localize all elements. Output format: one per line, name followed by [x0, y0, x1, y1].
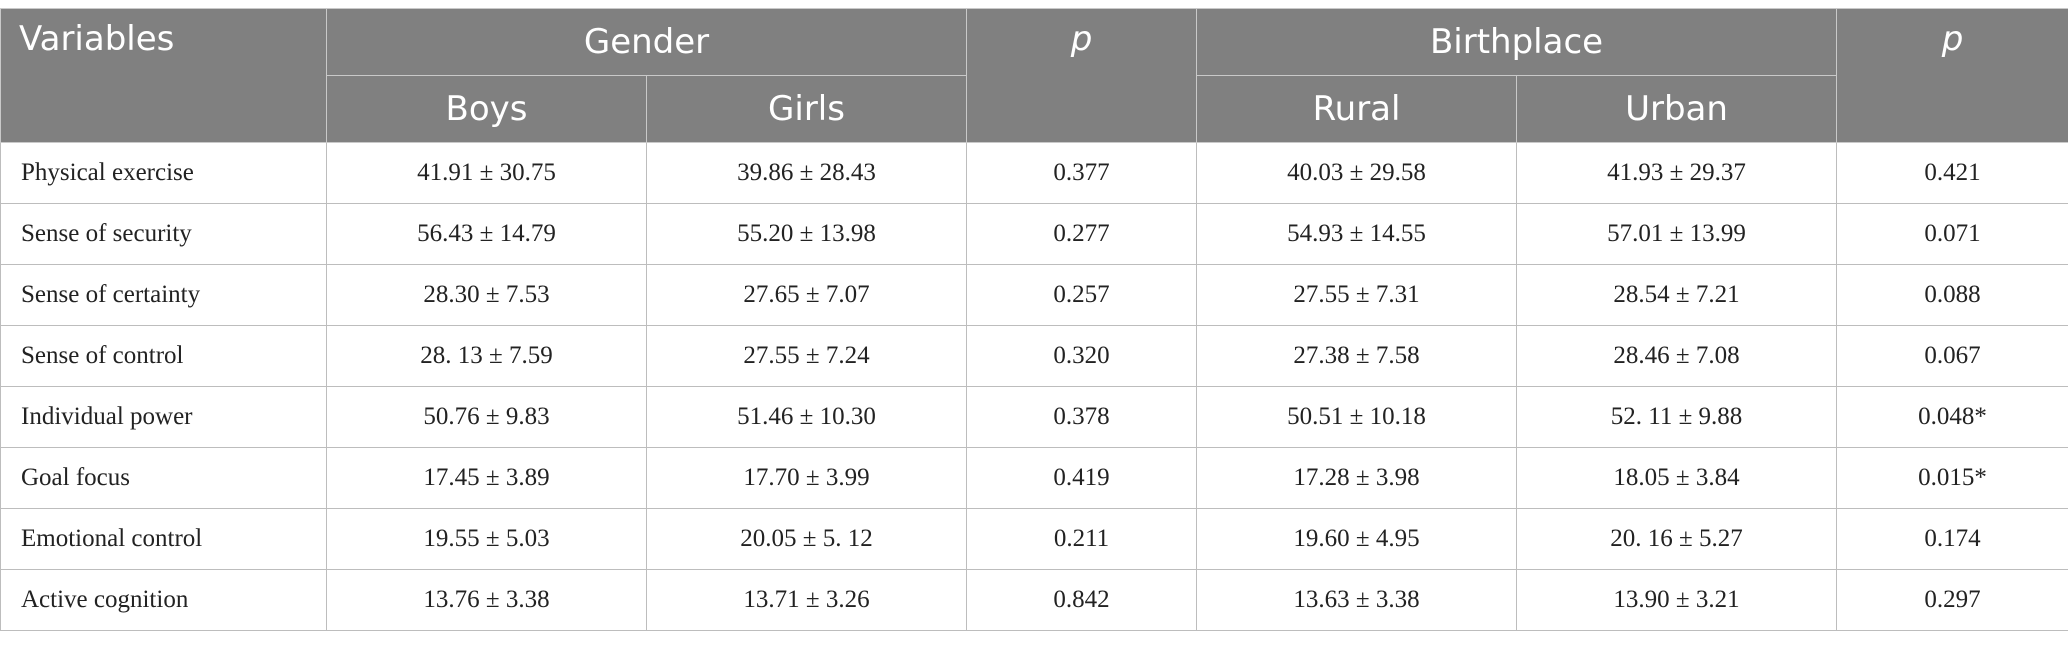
- p-birthplace-cell: 0.071: [1836, 203, 2068, 265]
- girls-cell: 55.20 ± 13.98: [645, 203, 968, 265]
- boys-cell: 19.55 ± 5.03: [326, 508, 647, 570]
- rural-cell: 19.60 ± 4.95: [1196, 508, 1518, 570]
- p-birthplace-cell: 0.015*: [1836, 447, 2068, 509]
- girls-cell: 39.86 ± 28.43: [645, 142, 968, 204]
- table-header: Variables Gender p Birthplace p Boys Gir…: [0, 8, 2068, 143]
- variable-cell: Active cognition: [0, 569, 327, 631]
- boys-cell: 13.76 ± 3.38: [326, 569, 647, 631]
- girls-cell: 20.05 ± 5. 12: [645, 508, 968, 570]
- table-row: Sense of control 28. 13 ± 7.59 27.55 ± 7…: [0, 325, 2068, 387]
- table-row: Physical exercise 41.91 ± 30.75 39.86 ± …: [0, 142, 2068, 204]
- p-gender-cell: 0.257: [966, 264, 1198, 326]
- rural-cell: 54.93 ± 14.55: [1196, 203, 1518, 265]
- girls-cell: 27.65 ± 7.07: [645, 264, 968, 326]
- variable-cell: Emotional control: [0, 508, 327, 570]
- p-gender-cell: 0.419: [966, 447, 1198, 509]
- p-birthplace-header: p: [1836, 8, 2068, 143]
- p-gender-cell: 0.378: [966, 386, 1198, 448]
- rural-cell: 50.51 ± 10.18: [1196, 386, 1518, 448]
- girls-cell: 27.55 ± 7.24: [645, 325, 968, 387]
- girls-cell: 17.70 ± 3.99: [645, 447, 968, 509]
- p-birthplace-cell: 0.297: [1836, 569, 2068, 631]
- gender-header: Gender: [325, 8, 968, 76]
- boys-cell: 28.30 ± 7.53: [326, 264, 647, 326]
- rural-cell: 40.03 ± 29.58: [1196, 142, 1518, 204]
- boys-cell: 50.76 ± 9.83: [326, 386, 647, 448]
- p-birthplace-cell: 0.067: [1836, 325, 2068, 387]
- p-gender-cell: 0.211: [966, 508, 1198, 570]
- variable-cell: Sense of security: [0, 203, 327, 265]
- comparison-table: Variables Gender p Birthplace p Boys Gir…: [0, 8, 2068, 631]
- urban-header: Urban: [1516, 75, 1838, 143]
- urban-cell: 28.54 ± 7.21: [1516, 264, 1838, 326]
- rural-cell: 13.63 ± 3.38: [1196, 569, 1518, 631]
- variable-cell: Sense of certainty: [0, 264, 327, 326]
- table-row: Emotional control 19.55 ± 5.03 20.05 ± 5…: [0, 508, 2068, 570]
- urban-cell: 52. 11 ± 9.88: [1516, 386, 1838, 448]
- p-gender-header: p: [966, 8, 1198, 143]
- table-row: Sense of security 56.43 ± 14.79 55.20 ± …: [0, 203, 2068, 265]
- p-gender-cell: 0.842: [966, 569, 1198, 631]
- p-birthplace-cell: 0.088: [1836, 264, 2068, 326]
- p-gender-cell: 0.277: [966, 203, 1198, 265]
- urban-cell: 20. 16 ± 5.27: [1516, 508, 1838, 570]
- boys-cell: 41.91 ± 30.75: [326, 142, 647, 204]
- girls-cell: 51.46 ± 10.30: [645, 386, 968, 448]
- variable-cell: Sense of control: [0, 325, 327, 387]
- rural-cell: 17.28 ± 3.98: [1196, 447, 1518, 509]
- table-row: Goal focus 17.45 ± 3.89 17.70 ± 3.99 0.4…: [0, 447, 2068, 509]
- girls-cell: 13.71 ± 3.26: [645, 569, 968, 631]
- rural-header: Rural: [1196, 75, 1518, 143]
- p-birthplace-cell: 0.421: [1836, 142, 2068, 204]
- urban-cell: 41.93 ± 29.37: [1516, 142, 1838, 204]
- boys-cell: 17.45 ± 3.89: [326, 447, 647, 509]
- birthplace-header: Birthplace: [1196, 8, 1838, 76]
- table-row: Active cognition 13.76 ± 3.38 13.71 ± 3.…: [0, 569, 2068, 631]
- boys-header: Boys: [326, 75, 647, 143]
- variables-header: Variables: [0, 8, 327, 143]
- boys-cell: 56.43 ± 14.79: [326, 203, 647, 265]
- p-birthplace-cell: 0.174: [1836, 508, 2068, 570]
- urban-cell: 13.90 ± 3.21: [1516, 569, 1838, 631]
- p-gender-cell: 0.377: [966, 142, 1198, 204]
- rural-cell: 27.38 ± 7.58: [1196, 325, 1518, 387]
- table-row: Individual power 50.76 ± 9.83 51.46 ± 10…: [0, 386, 2068, 448]
- variable-cell: Individual power: [0, 386, 327, 448]
- variable-cell: Goal focus: [0, 447, 327, 509]
- boys-cell: 28. 13 ± 7.59: [326, 325, 647, 387]
- table-row: Sense of certainty 28.30 ± 7.53 27.65 ± …: [0, 264, 2068, 326]
- rural-cell: 27.55 ± 7.31: [1196, 264, 1518, 326]
- variable-cell: Physical exercise: [0, 142, 327, 204]
- urban-cell: 57.01 ± 13.99: [1516, 203, 1838, 265]
- p-birthplace-cell: 0.048*: [1836, 386, 2068, 448]
- p-gender-cell: 0.320: [966, 325, 1198, 387]
- girls-header: Girls: [645, 75, 968, 143]
- urban-cell: 18.05 ± 3.84: [1516, 447, 1838, 509]
- urban-cell: 28.46 ± 7.08: [1516, 325, 1838, 387]
- table-body: Physical exercise 41.91 ± 30.75 39.86 ± …: [0, 142, 2068, 631]
